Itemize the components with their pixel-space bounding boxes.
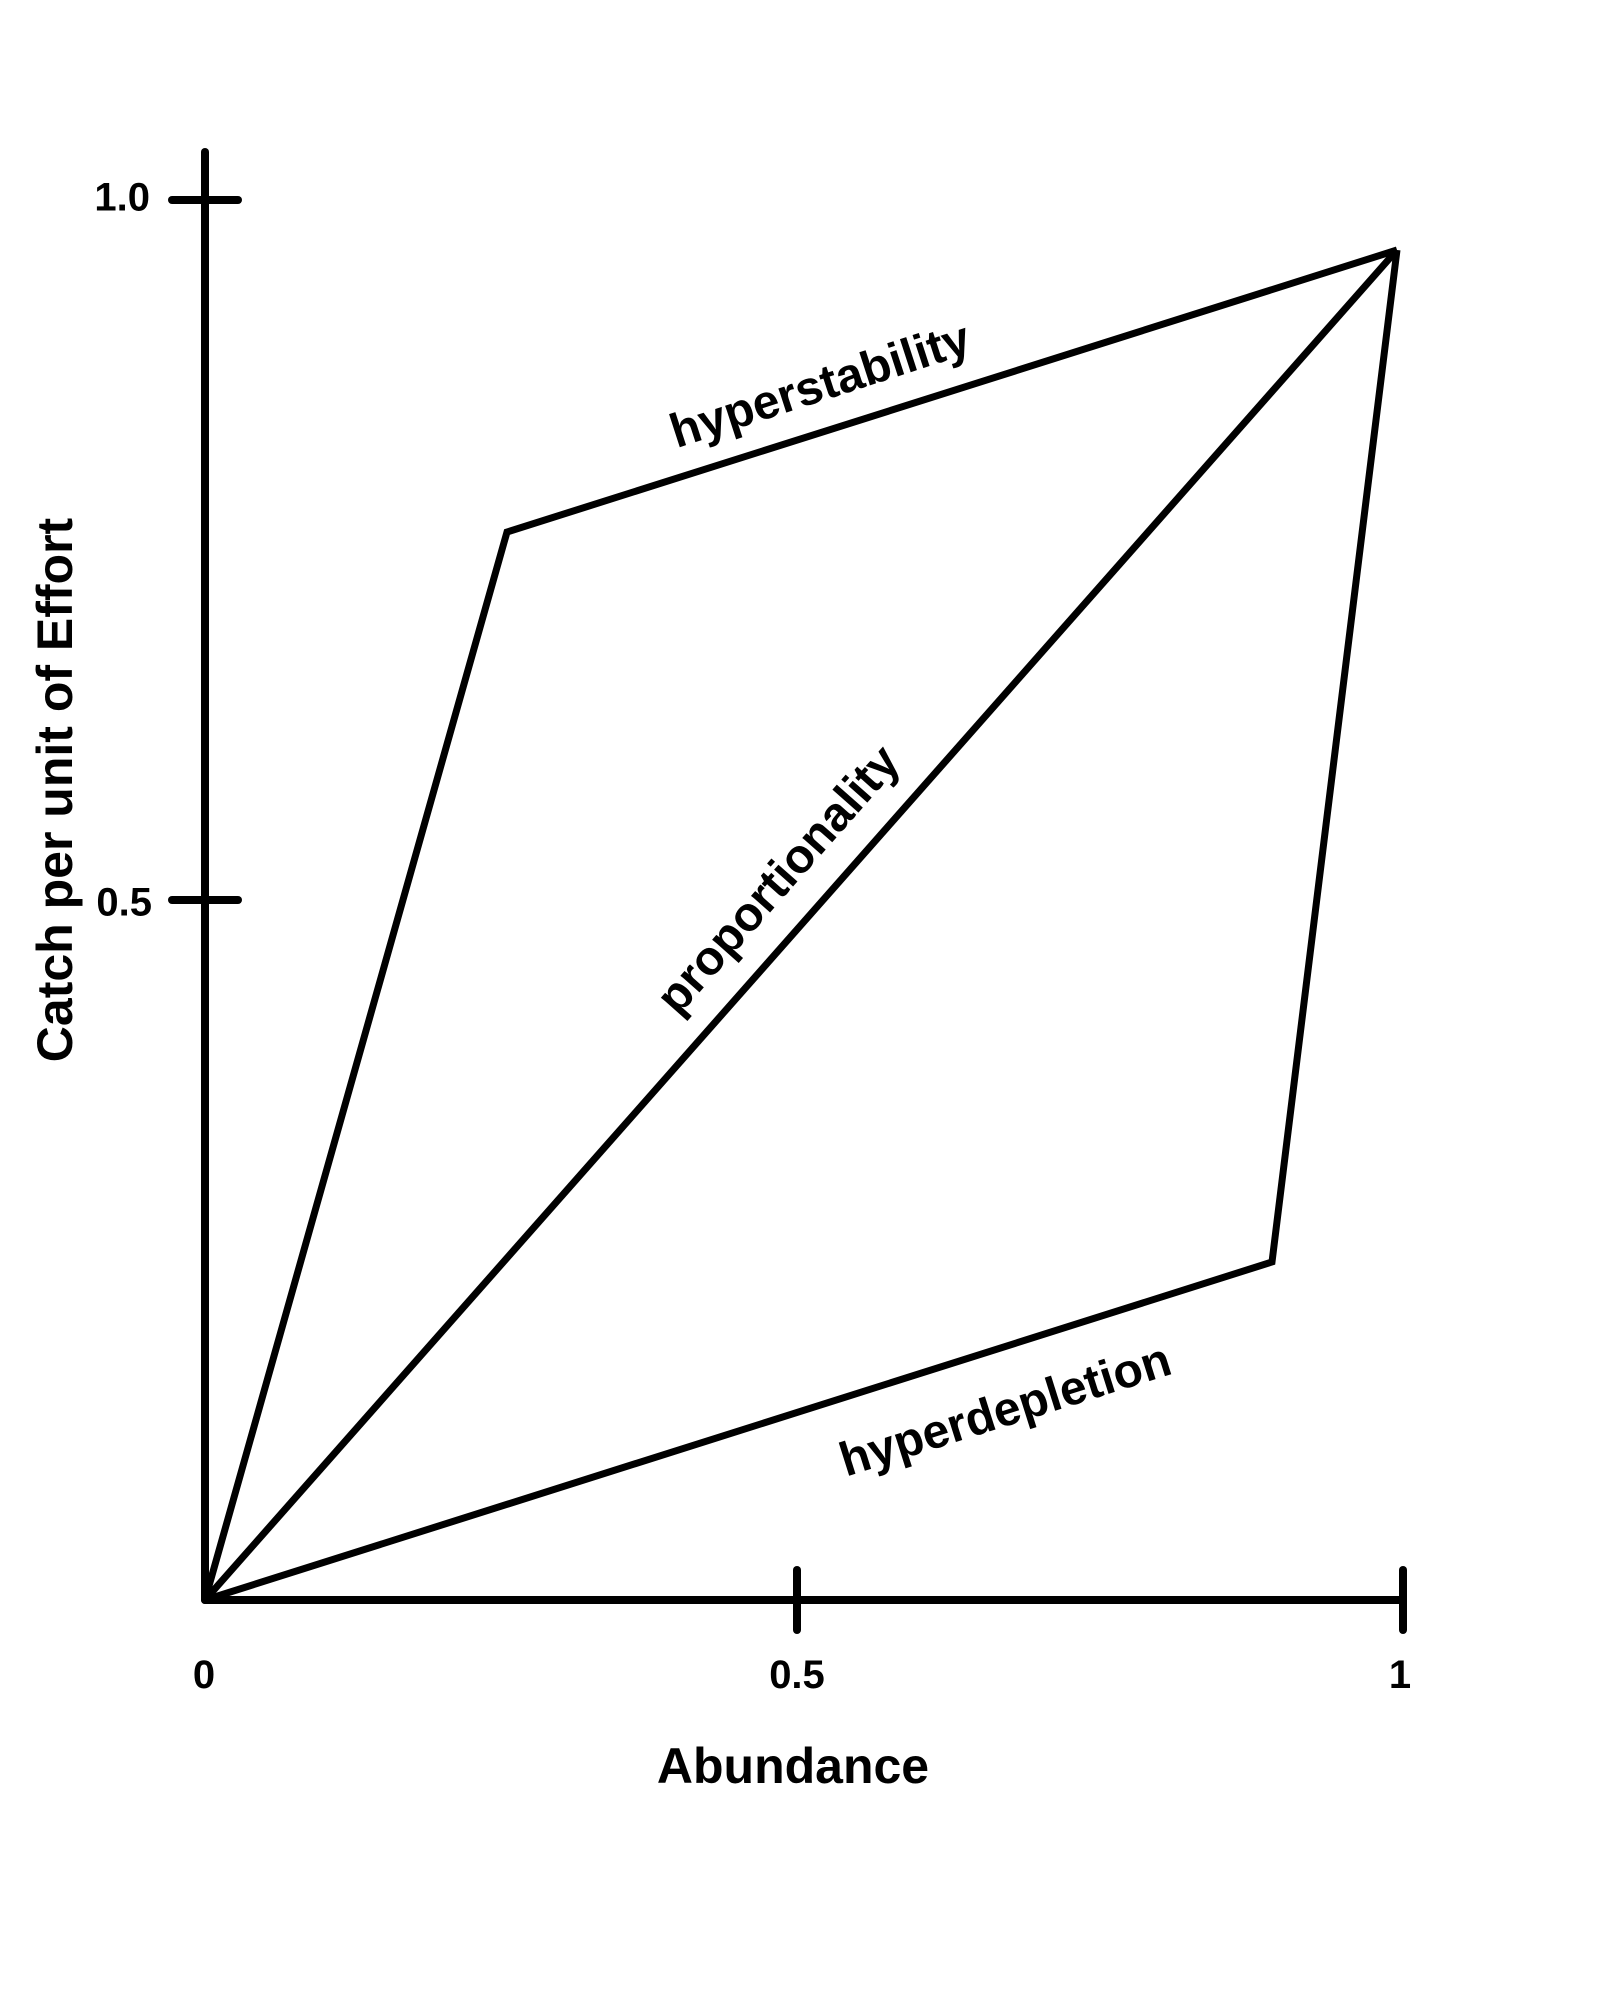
proportionality-line [202, 247, 1400, 1603]
hyperstability-line [201, 246, 1399, 1601]
proportionality-label: proportionality [646, 735, 910, 1024]
hyperstability-label: hyperstability [664, 312, 977, 459]
x-tick-label-1: 1 [1389, 1653, 1411, 1697]
hyperdepletion-label: hyperdepletion [833, 1333, 1177, 1487]
y-tick-label-0.5: 0.5 [96, 881, 152, 925]
hyperdepletion-line [203, 249, 1401, 1604]
x-axis-label: Abundance [657, 1738, 929, 1794]
y-axis-label: Catch per unit of Effort [27, 517, 83, 1062]
x-tick-label-0.5: 0.5 [769, 1653, 825, 1697]
x-tick-label-0: 0 [193, 1653, 215, 1697]
y-tick-label-1: 1.0 [94, 176, 150, 220]
